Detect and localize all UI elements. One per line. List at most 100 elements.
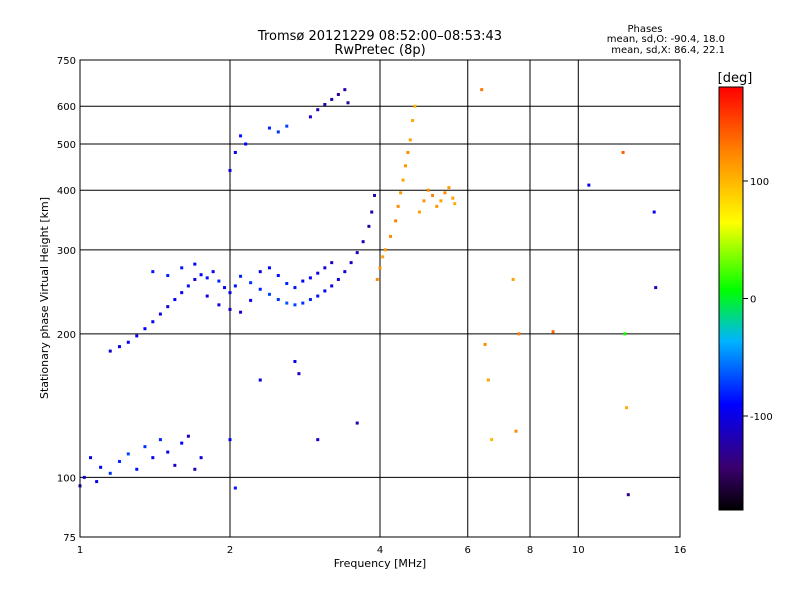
scatter-point <box>82 475 86 479</box>
scatter-point <box>186 284 190 288</box>
stats-line-o: mean, sd,O: -90.4, 18.0 <box>607 34 725 45</box>
scatter-point <box>346 101 350 105</box>
scatter-point <box>99 465 103 469</box>
scatter-point <box>483 342 487 346</box>
scatter-point <box>301 279 305 283</box>
grid-layer <box>80 60 680 537</box>
scatter-point <box>623 332 627 336</box>
scatter-point <box>361 240 365 244</box>
scatter-point <box>381 255 385 259</box>
scatter-point <box>193 277 197 281</box>
scatter-point <box>417 210 421 214</box>
scatter-point <box>439 199 443 203</box>
scatter-point <box>258 287 262 291</box>
scatter-point <box>517 332 521 336</box>
scatter-point <box>239 134 243 138</box>
scatter-point <box>135 334 139 338</box>
scatter-point <box>316 438 320 442</box>
scatter-point <box>217 279 221 283</box>
scatter-point <box>330 97 334 101</box>
scatter-point <box>276 130 280 134</box>
scatter-point <box>375 277 379 281</box>
scatter-point <box>403 164 407 168</box>
scatter-point <box>336 92 340 96</box>
scatter-point <box>193 467 197 471</box>
scatter-point <box>389 234 393 238</box>
scatter-point <box>343 88 347 92</box>
x-tick-label: 10 <box>572 545 585 556</box>
scatter-point <box>117 345 121 349</box>
scatter-point <box>413 104 417 108</box>
scatter-point <box>249 281 253 285</box>
y-tick-labels: 75 100 200 300 400 500 600 750 <box>57 56 76 544</box>
scatter-point <box>180 266 184 270</box>
scatter-point <box>480 88 484 92</box>
scatter-point <box>267 292 271 296</box>
scatter-point <box>135 467 139 471</box>
scatter-point <box>166 450 170 454</box>
scatter-point <box>621 150 625 154</box>
scatter-point <box>308 276 312 280</box>
scatter-point <box>399 191 403 195</box>
scatter-point <box>108 471 112 475</box>
y-tick-label: 400 <box>57 186 76 197</box>
scatter-point <box>228 168 232 172</box>
scatter-point <box>126 340 130 344</box>
scatter-point <box>205 276 209 280</box>
y-tick-label: 300 <box>57 246 76 257</box>
scatter-point <box>511 277 515 281</box>
x-tick-label: 6 <box>465 545 471 556</box>
scatter-point <box>199 456 203 460</box>
scatter-point <box>166 274 170 278</box>
scatter-point <box>233 284 237 288</box>
scatter-point <box>652 210 656 214</box>
scatter-point <box>285 281 289 285</box>
colorbar: [deg] 100 0 -100 <box>718 71 773 511</box>
scatter-point <box>373 193 377 197</box>
colorbar-label: [deg] <box>718 71 753 86</box>
scatter-point <box>285 124 289 128</box>
scatter-point <box>323 289 327 293</box>
scatter-point <box>349 261 353 265</box>
plot-frame <box>79 59 681 538</box>
y-tick-label: 200 <box>57 330 76 341</box>
scatter-point <box>151 456 155 460</box>
scatter-point <box>316 108 320 112</box>
scatter-point <box>301 301 305 305</box>
stats-heading: Phases <box>627 24 662 35</box>
scatter-point <box>228 291 232 295</box>
scatter-point <box>239 310 243 314</box>
scatter-point <box>406 150 410 154</box>
scatter-point <box>228 307 232 311</box>
scatter-point <box>267 266 271 270</box>
scatter-point <box>186 434 190 438</box>
scatter-point <box>370 210 374 214</box>
scatter-point <box>411 119 415 123</box>
chart-title: Tromsø 20121229 08:52:00–08:53:43 <box>257 29 502 44</box>
scatter-point <box>258 270 262 274</box>
scatter-point <box>490 438 494 442</box>
y-axis-label: Stationary phase Virtual Height [km] <box>38 197 51 399</box>
scatter-point <box>173 298 177 302</box>
scatter-point <box>223 286 227 290</box>
scatter-point <box>330 284 334 288</box>
scatter-point <box>435 204 439 208</box>
scatter-point <box>89 456 93 460</box>
scatter-point <box>267 126 271 130</box>
y-tick-label: 750 <box>57 56 76 67</box>
scatter-point <box>151 270 155 274</box>
scatter-point <box>330 261 334 265</box>
scatter-point <box>654 286 658 290</box>
scatter-point <box>426 188 430 192</box>
stats-line-x: mean, sd,X: 86.4, 22.1 <box>611 45 725 56</box>
scatter-point <box>308 115 312 119</box>
y-tick-label: 100 <box>57 473 76 484</box>
scatter-point <box>431 193 435 197</box>
scatter-point <box>293 359 297 363</box>
scatter-point <box>158 312 162 316</box>
scatter-point <box>180 441 184 445</box>
scatter-point <box>166 305 170 309</box>
scatter-point <box>293 303 297 307</box>
scatter-point <box>143 327 147 331</box>
chart-subtitle: RwPretec (8p) <box>334 43 425 58</box>
